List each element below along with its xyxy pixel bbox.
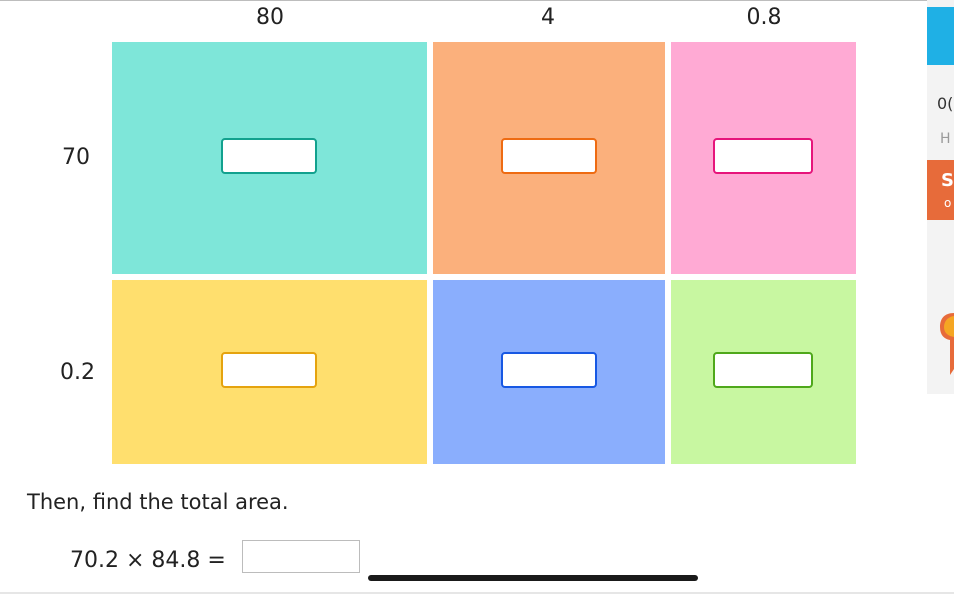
area-cell-70x0-8 <box>671 42 856 274</box>
row-label-0-2: 0.2 <box>60 360 95 385</box>
total-area-answer-input[interactable] <box>242 540 360 573</box>
column-label-0-8: 0.8 <box>746 5 782 30</box>
area-input-0-2x80[interactable] <box>221 352 317 388</box>
column-label-80: 80 <box>256 5 284 30</box>
area-input-70x0-8[interactable] <box>713 138 813 174</box>
bottom-divider <box>0 592 954 594</box>
side-panel-button-sublabel: o <box>944 196 952 210</box>
area-cell-70x80 <box>112 42 427 274</box>
total-area-equation: 70.2 × 84.8 = <box>70 548 226 573</box>
area-input-0-2x0-8[interactable] <box>713 352 813 388</box>
instruction-text: Then, find the total area. <box>27 490 289 514</box>
column-label-4: 4 <box>541 5 555 30</box>
area-input-70x80[interactable] <box>221 138 317 174</box>
row-label-70: 70 <box>62 145 90 170</box>
area-cell-0-2x0-8 <box>671 280 856 464</box>
side-panel-text: 0( <box>937 94 954 113</box>
area-cell-0-2x80 <box>112 280 427 464</box>
side-panel-button-label: S <box>941 170 954 191</box>
badge-icon <box>940 313 954 375</box>
side-panel-header[interactable] <box>927 7 954 65</box>
area-input-0-2x4[interactable] <box>501 352 597 388</box>
top-divider <box>0 0 954 1</box>
side-panel-hint: H <box>940 131 951 147</box>
horizontal-scrollbar[interactable] <box>368 575 698 581</box>
side-panel-button[interactable] <box>927 160 954 220</box>
area-input-70x4[interactable] <box>501 138 597 174</box>
area-cell-70x4 <box>433 42 665 274</box>
area-cell-0-2x4 <box>433 280 665 464</box>
